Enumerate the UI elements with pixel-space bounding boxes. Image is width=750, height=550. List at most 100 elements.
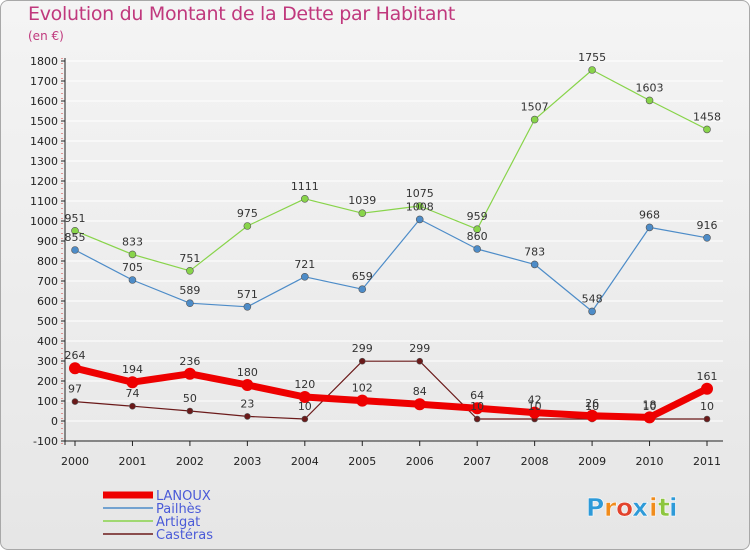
x-tick-label: 2009 xyxy=(578,455,606,468)
data-point-lanoux xyxy=(69,362,81,375)
data-label-artigat: 1755 xyxy=(578,51,606,64)
data-label-casteras: 97 xyxy=(68,383,82,396)
data-point-casteras xyxy=(301,415,309,423)
series-line-artigat xyxy=(74,69,708,272)
data-label-lanoux: 120 xyxy=(294,378,315,391)
logo-letter: i xyxy=(669,493,678,522)
y-tick-label: 1400 xyxy=(30,135,58,148)
y-tick-label: 600 xyxy=(37,295,58,308)
data-label-lanoux: 161 xyxy=(697,370,718,383)
data-point-casteras xyxy=(703,415,711,423)
data-label-casteras: 10 xyxy=(585,400,599,413)
data-point-pailhes xyxy=(473,245,481,253)
data-label-artigat: 1507 xyxy=(521,101,549,114)
data-label-lanoux: 26 xyxy=(585,397,599,410)
data-label-pailhes: 968 xyxy=(639,208,660,221)
data-label-artigat: 1603 xyxy=(636,81,664,94)
x-tick-label: 2005 xyxy=(348,455,376,468)
data-point-artigat xyxy=(71,227,79,235)
y-tick-label: 1600 xyxy=(30,95,58,108)
logo-letter: r xyxy=(604,493,617,522)
data-label-casteras: 50 xyxy=(183,392,197,405)
data-point-artigat xyxy=(415,202,424,210)
y-tick-label: 1700 xyxy=(30,75,58,88)
data-point-artigat xyxy=(645,96,654,105)
logo-letter: t xyxy=(658,493,670,522)
data-label-pailhes: 1008 xyxy=(406,200,434,213)
data-label-casteras: 10 xyxy=(298,400,312,413)
data-point-casteras xyxy=(473,415,481,423)
data-label-casteras: 10 xyxy=(700,400,714,413)
x-tick-label: 2001 xyxy=(118,455,146,468)
data-point-pailhes xyxy=(358,285,367,294)
data-label-casteras: 74 xyxy=(125,387,139,400)
logo-letter: o xyxy=(616,493,633,522)
y-tick-label: 800 xyxy=(37,255,58,268)
x-tick-label: 2002 xyxy=(176,455,204,468)
data-point-pailhes xyxy=(645,223,654,232)
data-point-casteras xyxy=(416,357,424,365)
y-tick-label: 1200 xyxy=(30,175,58,188)
data-point-pailhes xyxy=(186,299,194,308)
x-tick-label: 2008 xyxy=(521,455,549,468)
data-label-artigat: 1111 xyxy=(291,180,319,193)
data-point-pailhes xyxy=(301,272,309,281)
y-tick-label: -100 xyxy=(33,435,58,448)
data-label-artigat: 1075 xyxy=(406,187,434,200)
y-tick-label: 900 xyxy=(37,235,58,248)
data-label-artigat: 975 xyxy=(237,207,258,220)
data-point-lanoux xyxy=(586,409,599,422)
data-point-casteras xyxy=(244,413,251,420)
data-label-casteras: 10 xyxy=(528,400,542,413)
data-label-lanoux: 18 xyxy=(643,398,657,411)
y-tick-label: 300 xyxy=(37,355,58,368)
series-line-casteras xyxy=(74,360,707,420)
data-point-lanoux xyxy=(643,411,656,424)
data-label-pailhes: 783 xyxy=(524,245,545,258)
x-tick-label: 2003 xyxy=(233,455,261,468)
data-point-artigat xyxy=(588,66,596,74)
data-point-casteras xyxy=(358,357,366,365)
data-point-pailhes xyxy=(71,246,79,254)
chart-title: Evolution du Montant de la Dette par Hab… xyxy=(28,3,456,25)
chart-subtitle: (en €) xyxy=(28,29,64,43)
x-tick-label: 2010 xyxy=(636,455,664,468)
data-label-lanoux: 180 xyxy=(237,366,258,379)
legend-label-casteras: Castéras xyxy=(156,528,213,543)
data-label-artigat: 751 xyxy=(179,252,200,265)
data-point-casteras xyxy=(129,402,136,410)
y-tick-label: 1000 xyxy=(30,215,58,228)
series-line-lanoux xyxy=(74,364,709,421)
data-label-lanoux: 84 xyxy=(413,385,427,398)
data-point-lanoux xyxy=(471,402,484,415)
data-label-artigat: 833 xyxy=(122,235,143,248)
data-point-artigat xyxy=(358,209,367,217)
data-point-casteras xyxy=(71,398,79,405)
y-tick-label: 1300 xyxy=(30,155,58,168)
data-label-casteras: 10 xyxy=(470,400,484,413)
data-point-lanoux xyxy=(413,398,426,411)
data-label-pailhes: 855 xyxy=(65,231,86,244)
data-label-pailhes: 705 xyxy=(122,261,143,274)
y-tick-label: 500 xyxy=(37,315,58,328)
data-label-artigat: 959 xyxy=(467,210,488,223)
data-point-lanoux xyxy=(241,379,254,391)
data-point-artigat xyxy=(301,195,309,203)
data-point-artigat xyxy=(128,250,137,259)
data-point-lanoux xyxy=(298,391,311,403)
data-point-pailhes xyxy=(243,302,252,311)
data-label-pailhes: 571 xyxy=(237,288,258,301)
data-point-lanoux xyxy=(356,394,369,407)
y-tick-label: 200 xyxy=(37,375,58,388)
data-label-lanoux: 236 xyxy=(179,355,200,368)
data-point-artigat xyxy=(473,225,481,233)
data-label-artigat: 951 xyxy=(65,212,86,225)
data-label-lanoux: 64 xyxy=(470,389,484,402)
data-point-artigat xyxy=(186,266,194,275)
data-point-lanoux xyxy=(528,406,541,419)
data-label-lanoux: 42 xyxy=(528,394,542,407)
y-tick-label: 1500 xyxy=(30,115,58,128)
data-point-pailhes xyxy=(128,276,137,284)
data-label-artigat: 1458 xyxy=(693,110,721,123)
